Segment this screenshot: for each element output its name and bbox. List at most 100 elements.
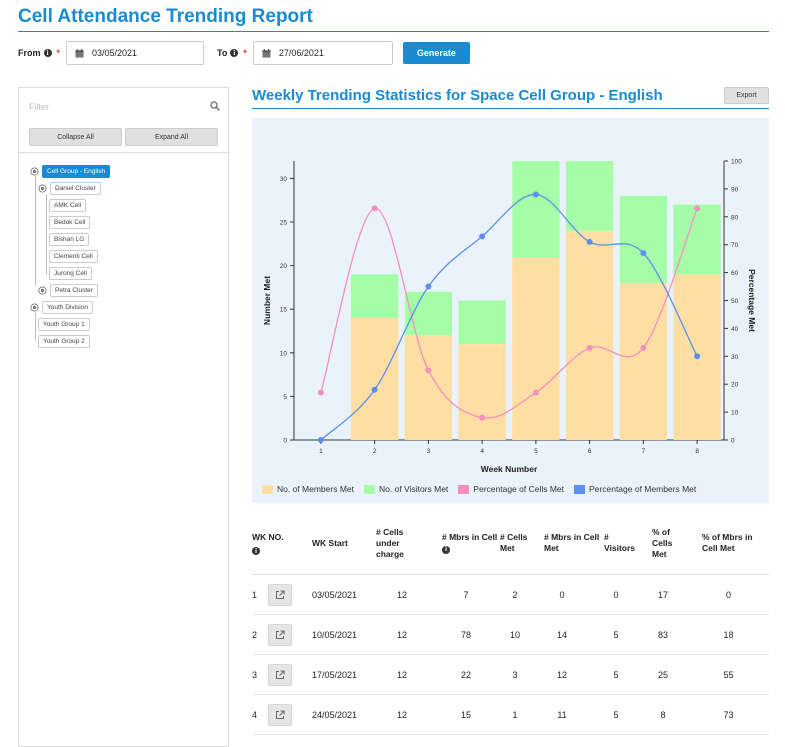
- y-tick-label: 10: [280, 350, 288, 357]
- tree-node-youth-division[interactable]: Youth Division: [30, 301, 93, 314]
- info-icon[interactable]: i: [442, 545, 450, 554]
- y-axis-label: Number Met: [262, 276, 272, 325]
- x-tick-label: 4: [480, 448, 484, 455]
- external-link-icon: [276, 710, 285, 719]
- tree-node-amk-cell[interactable]: AMK Cell: [49, 199, 87, 212]
- to-date-input[interactable]: 27/06/2021: [252, 41, 393, 65]
- section-title: Weekly Trending Statistics for Space Cel…: [252, 87, 663, 104]
- tree-node-youth-group-2[interactable]: Youth Group 2: [38, 335, 90, 348]
- tree-node-cell-group-english[interactable]: Cell Group - English: [30, 165, 111, 178]
- legend-label: No. of Members Met: [277, 484, 354, 494]
- visitors-cell: 0: [613, 589, 619, 600]
- tree-connector: [35, 176, 36, 286]
- from-label: From i *: [18, 48, 60, 58]
- target-icon: [30, 167, 39, 176]
- cells-under-charge-cell: 12: [396, 669, 407, 680]
- bar-members: [458, 344, 506, 440]
- line-point: [479, 233, 486, 240]
- required-mark: *: [56, 48, 61, 58]
- line-point: [317, 389, 324, 396]
- visitors-cell: 5: [613, 709, 619, 720]
- y-tick-label: 25: [280, 220, 288, 227]
- tree-node-clementi-cell[interactable]: Clementi Cell: [49, 250, 98, 263]
- mbrs-in-cell-cell: 22: [460, 669, 471, 680]
- mbrs-in-cell-met-cell: 0: [559, 589, 565, 600]
- to-label: To i *: [217, 48, 247, 58]
- y2-tick-label: 80: [731, 214, 739, 221]
- tree-divider: [19, 152, 228, 153]
- header-text: # Visitors: [604, 532, 636, 553]
- visitors-cell: 5: [613, 669, 619, 680]
- info-icon[interactable]: i: [230, 49, 239, 57]
- to-label-text: To: [217, 48, 228, 58]
- title-divider: [18, 31, 769, 32]
- cells-met-cell: 10: [509, 629, 520, 640]
- open-details-button[interactable]: [268, 703, 292, 726]
- tree-node-label: Petra Cluster: [50, 284, 98, 297]
- tree-node-bedok-cell[interactable]: Bedok Cell: [49, 216, 91, 229]
- header-pct-mbrs-in-cell-met: % of Mbrs in Cell Met: [702, 522, 769, 574]
- weekly-trend-chart: 0 5 10 15 20 25 30 0 10 20 30 40 50 60 70 80 90 100 1 2 3 4 5 6…: [262, 159, 757, 475]
- line-point: [694, 205, 701, 212]
- from-label-text: From: [18, 48, 41, 58]
- info-icon[interactable]: i: [43, 49, 52, 57]
- cells-met-cell: 1: [512, 709, 518, 720]
- y2-axis-label: Percentage Met: [747, 269, 757, 332]
- header-pct-cells-met: % of Cells Met: [652, 522, 702, 574]
- weekly-stats-table: WK NO. i WK Start # Cells under charge # …: [252, 522, 769, 735]
- tree-node-label: Daniel Cluster: [50, 182, 101, 195]
- bar-visitors: [619, 195, 668, 284]
- legend-item[interactable]: Percentage of Cells Met: [458, 484, 564, 494]
- legend-item[interactable]: No. of Visitors Met: [364, 484, 448, 494]
- from-date-input[interactable]: 03/05/2021: [66, 41, 205, 65]
- x-tick-label: 1: [319, 448, 323, 455]
- tree-node-daniel-cluster[interactable]: Daniel Cluster: [38, 182, 101, 195]
- legend-swatch: [574, 484, 586, 494]
- tree-node-label: Cell Group - English: [42, 165, 111, 178]
- wk-start-cell: 24/05/2021: [312, 709, 358, 720]
- table-row: 3 17/05/2021 12 22 3 12 5 25 55: [252, 655, 769, 695]
- legend-item[interactable]: No. of Members Met: [262, 484, 354, 494]
- tree-node-bishan-lg[interactable]: Bishan LG: [49, 233, 90, 246]
- tree-node-petra-cluster[interactable]: Petra Cluster: [38, 284, 98, 297]
- tree-node-youth-group-1[interactable]: Youth Group 1: [38, 318, 90, 331]
- bar-members: [512, 256, 560, 440]
- y2-tick-label: 30: [731, 354, 739, 361]
- pct-cells-met-cell: 8: [660, 709, 666, 720]
- tree-node-jurong-cell[interactable]: Jurong Cell: [49, 267, 92, 280]
- external-link-icon: [276, 630, 285, 639]
- chart-area: 0 5 10 15 20 25 30 0 10 20 30 40 50 60 70 80 90 100 1 2 3 4 5 6…: [252, 118, 769, 503]
- tree-filter-input[interactable]: Filter: [29, 100, 219, 114]
- open-details-button[interactable]: [268, 663, 292, 686]
- mbrs-in-cell-cell: 7: [463, 589, 469, 600]
- info-icon[interactable]: i: [252, 547, 260, 555]
- open-details-button[interactable]: [268, 583, 292, 606]
- bar-visitors: [565, 161, 614, 231]
- target-icon: [38, 184, 47, 193]
- y-tick-label: 0: [283, 438, 287, 445]
- open-details-button[interactable]: [268, 623, 292, 646]
- generate-button[interactable]: Generate: [402, 42, 470, 64]
- to-date-value: 27/06/2021: [278, 48, 324, 58]
- expand-all-button[interactable]: Expand All: [125, 128, 218, 146]
- pct-mbrs-in-cell-met-cell: 55: [723, 669, 734, 680]
- line-point: [586, 238, 593, 245]
- collapse-all-button[interactable]: Collapse All: [29, 128, 122, 146]
- tree-buttons: Collapse All Expand All: [29, 128, 218, 146]
- export-button[interactable]: Export: [724, 87, 769, 104]
- legend-label: Percentage of Cells Met: [473, 484, 565, 494]
- wk-start-cell: 03/05/2021: [312, 589, 358, 600]
- legend-item[interactable]: Percentage of Members Met: [574, 484, 696, 494]
- header-text: WK NO.: [252, 532, 284, 542]
- x-tick-label: 7: [642, 448, 646, 455]
- pct-mbrs-in-cell-met-cell: 18: [723, 629, 734, 640]
- tree-connector: [35, 313, 36, 341]
- bar-visitors: [350, 274, 399, 318]
- x-tick-label: 8: [695, 448, 699, 455]
- calendar-icon: [75, 48, 84, 58]
- target-icon: [30, 303, 39, 312]
- search-icon[interactable]: [210, 101, 220, 111]
- mbrs-in-cell-met-cell: 12: [556, 669, 567, 680]
- x-tick-label: 5: [534, 448, 538, 455]
- mbrs-in-cell-cell: 78: [460, 629, 471, 640]
